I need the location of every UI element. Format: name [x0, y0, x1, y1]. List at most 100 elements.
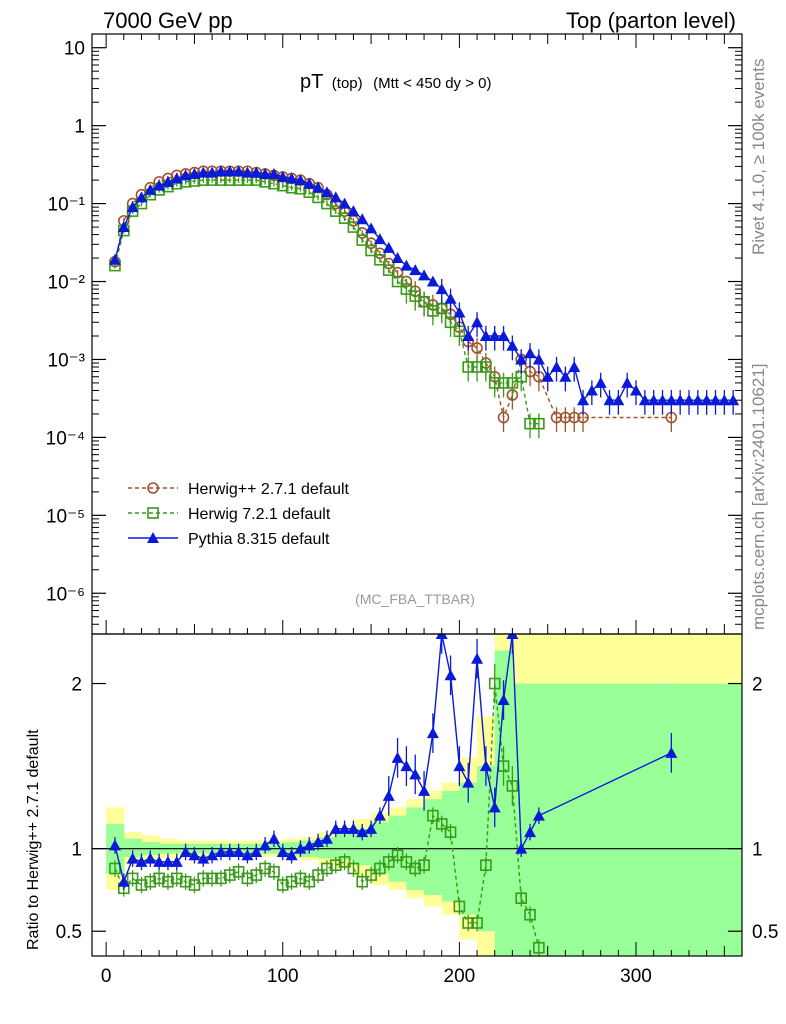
ratio-point	[391, 751, 404, 763]
ratio-point	[126, 852, 139, 864]
data-point	[259, 167, 272, 179]
ratio-point	[435, 818, 448, 830]
ratio-point	[533, 941, 545, 954]
data-point	[612, 394, 625, 406]
ratio-point	[409, 862, 422, 875]
uncertainty-band-green	[583, 683, 602, 956]
data-point	[321, 197, 333, 210]
ratio-point	[294, 842, 307, 854]
ratio-point	[365, 822, 378, 834]
legend-marker	[147, 482, 159, 494]
ratio-point	[347, 822, 360, 834]
ratio-point	[206, 849, 219, 861]
ratio-point	[409, 768, 422, 780]
analysis-watermark: (MC_FBA_TTBAR)	[355, 591, 475, 607]
ratio-point	[303, 875, 316, 888]
ratio-point	[303, 839, 316, 851]
data-point	[541, 370, 554, 382]
ratio-point	[515, 842, 528, 854]
data-point	[365, 244, 377, 257]
ratio-point	[515, 892, 528, 905]
ratio-point	[462, 917, 475, 929]
plot-title-main: pT	[300, 71, 323, 93]
ratio-y-tick-label-right: 0.5	[752, 922, 778, 943]
ratio-point	[215, 872, 227, 885]
data-point	[382, 264, 395, 276]
data-point	[691, 394, 704, 406]
data-point	[480, 361, 492, 373]
ratio-point	[108, 839, 121, 851]
data-point	[153, 179, 166, 191]
data-point	[524, 347, 537, 359]
data-point	[550, 361, 563, 373]
ratio-point	[250, 845, 263, 857]
data-point	[418, 269, 431, 281]
ratio-point	[170, 872, 183, 885]
ratio-point	[418, 784, 431, 796]
data-point	[585, 384, 598, 396]
uncertainty-band-green	[671, 683, 690, 956]
data-point	[197, 166, 210, 178]
legend-label: Herwig++ 2.7.1 default	[188, 481, 350, 498]
data-point	[347, 221, 360, 233]
ratio-point	[462, 776, 475, 788]
ratio-point	[356, 875, 369, 888]
ratio-point	[276, 879, 289, 891]
data-point	[568, 411, 581, 424]
data-point	[214, 165, 227, 177]
data-point	[444, 292, 457, 304]
data-point	[418, 295, 430, 308]
series-line-1	[114, 179, 539, 425]
data-point	[426, 275, 439, 287]
uncertainty-band-green	[494, 650, 513, 956]
y-tick-label: 10⁻⁶	[46, 584, 85, 605]
uncertainty-band-green	[353, 828, 372, 866]
ratio-point	[223, 869, 236, 881]
ratio-point	[126, 872, 139, 885]
ratio-point	[418, 859, 430, 871]
data-point	[241, 166, 254, 178]
ratio-point	[135, 855, 148, 867]
data-point	[524, 417, 536, 430]
data-point	[709, 394, 722, 406]
ratio-point	[232, 865, 245, 878]
ratio-point	[488, 801, 501, 813]
uncertainty-band-green	[636, 683, 655, 956]
ratio-point	[153, 872, 165, 885]
ratio-point	[471, 917, 483, 929]
y-tick-label: 10⁻⁴	[46, 428, 85, 449]
data-point	[400, 259, 413, 271]
data-point	[515, 353, 528, 365]
data-point	[700, 394, 713, 406]
ratio-panel-frame	[91, 633, 743, 957]
data-point	[303, 177, 316, 189]
ratio-point	[206, 872, 218, 885]
data-point	[497, 329, 510, 341]
series-line-0	[114, 170, 672, 420]
ratio-point	[338, 856, 351, 868]
data-point	[444, 316, 457, 329]
uncertainty-band-green	[706, 683, 725, 956]
uncertainty-band-green	[547, 683, 566, 956]
ratio-point	[223, 845, 236, 857]
y-tick-label: 10	[64, 39, 85, 60]
ratio-point	[356, 826, 369, 838]
data-point	[373, 233, 386, 245]
data-point	[471, 361, 483, 373]
ratio-point	[365, 869, 377, 881]
ratio-point	[426, 727, 439, 739]
data-point	[188, 167, 201, 179]
ratio-point	[135, 879, 148, 891]
data-point	[108, 253, 121, 265]
data-point	[506, 377, 519, 389]
ratio-point	[259, 839, 272, 851]
data-point	[117, 221, 130, 233]
ratio-point	[382, 856, 395, 868]
ratio-point	[382, 789, 395, 801]
ratio-point	[329, 859, 342, 871]
data-point	[382, 241, 395, 253]
ratio-point	[321, 862, 333, 875]
ratio-y-tick-label: 0.5	[56, 922, 82, 943]
data-point	[329, 191, 342, 203]
data-point	[594, 376, 607, 388]
